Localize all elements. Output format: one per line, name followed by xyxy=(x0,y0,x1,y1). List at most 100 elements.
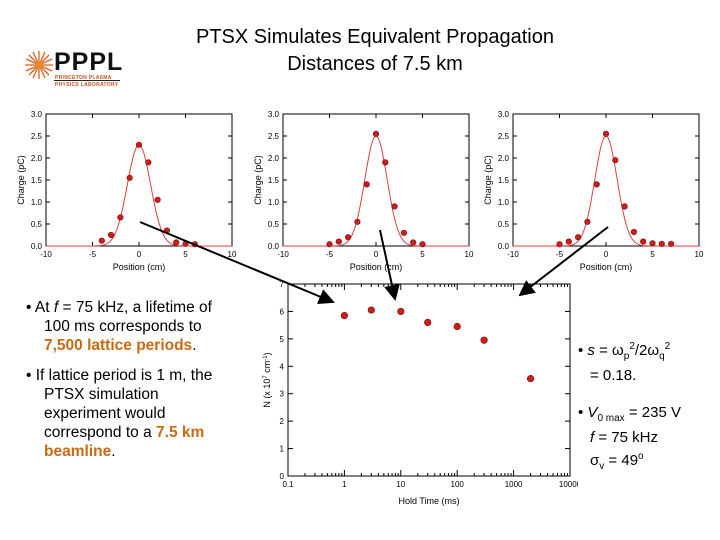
y-tick-label: 2.0 xyxy=(31,154,43,163)
y-axis-label-part: -1 xyxy=(263,355,269,361)
x-tick-label: 5 xyxy=(420,250,425,259)
y-tick-label: 3 xyxy=(280,390,285,399)
y-tick-label: 0.5 xyxy=(268,220,280,229)
y-tick-label: 3.0 xyxy=(498,110,510,119)
text-segment: 100 ms corresponds to xyxy=(44,318,202,335)
data-point xyxy=(326,241,333,248)
y-tick-label: 2 xyxy=(280,417,285,426)
y-tick-label: 1.5 xyxy=(268,176,280,185)
x-tick-label: 5 xyxy=(183,250,188,259)
text-segment: . xyxy=(111,443,116,460)
data-point xyxy=(621,203,628,210)
data-point xyxy=(154,196,161,203)
data-point xyxy=(630,228,637,236)
bullet-params: • V0 max = 235 V f = 75 kHz σv = 49o xyxy=(578,403,718,476)
y-tick-label: 3.0 xyxy=(31,110,43,119)
text-segment: = 75 kHz xyxy=(594,429,658,446)
y-tick-label: 0.5 xyxy=(31,220,43,229)
x-tick-label: -10 xyxy=(40,250,52,259)
x-tick-label: 5 xyxy=(650,250,655,259)
data-point xyxy=(668,240,675,247)
x-tick-label: -5 xyxy=(326,250,334,259)
data-point xyxy=(453,322,461,331)
text-segment: ω xyxy=(647,342,660,359)
y-tick-label: 2.5 xyxy=(31,132,43,141)
data-point xyxy=(117,214,124,221)
bullet-lattice: • If lattice period is 1 m, the PTSX sim… xyxy=(26,366,276,461)
y-axis-label: Charge (pC) xyxy=(253,155,263,205)
y-axis-label: Charge (pC) xyxy=(483,155,493,205)
x-axis-label: Position (cm) xyxy=(580,262,633,272)
logo-sub-2: PHYSICS LABORATORY xyxy=(55,82,119,88)
x-tick-label: -10 xyxy=(277,250,289,259)
text-segment: = 49 xyxy=(604,452,639,469)
y-tick-label: 2.0 xyxy=(268,154,280,163)
x-tick-label: -5 xyxy=(556,250,564,259)
data-point xyxy=(419,241,426,248)
arrow-1 xyxy=(139,221,335,305)
title-line-1: PTSX Simulates Equivalent Propagation xyxy=(196,26,554,48)
charge-profile-chart-2: 0.0 0.5 1.0 1.5 2.0 2.5 3.0 -10 -5 0 5 10 Position (… xyxy=(253,110,474,272)
left-bullets: • At f = 75 kHz, a lifetime of 100 ms co… xyxy=(26,298,276,472)
y-tick-label: 1.0 xyxy=(498,198,510,207)
y-tick-label: 3.0 xyxy=(268,110,280,119)
y-tick-label: 0 xyxy=(280,472,285,481)
x-tick-label: 0 xyxy=(604,250,609,259)
text-segment: = xyxy=(594,342,613,359)
y-axis-label: Charge (pC) xyxy=(16,155,26,205)
text-segment: = 75 kHz, a lifetime of xyxy=(58,299,212,316)
data-point xyxy=(335,238,342,245)
pppl-logo: PPPL PRINCETON PLASMA PHYSICS LABORATORY xyxy=(24,48,124,92)
plot-frame xyxy=(45,113,233,247)
data-point xyxy=(584,218,591,225)
y-axis-label-part: cm xyxy=(262,361,272,376)
data-point xyxy=(391,203,398,210)
bullet-s-value: • s = ωp2/2ωq2 = 0.18. xyxy=(578,337,718,385)
y-axis-label-part: N (x 10 xyxy=(262,379,272,408)
x-axis-label: Hold Time (ms) xyxy=(398,496,459,506)
plot-frame xyxy=(287,283,571,477)
data-point xyxy=(367,306,375,314)
y-tick-label: 0.0 xyxy=(268,242,280,251)
logo-word: PPPL xyxy=(54,48,124,76)
x-tick-label: 0 xyxy=(374,250,379,259)
hold-time-chart: 0 1 2 3 4 5 6 7 0.1 1 10 100 1000 10000 Hold Time (ms)… xyxy=(262,280,578,506)
data-point xyxy=(340,311,348,320)
data-point xyxy=(574,234,582,241)
data-point xyxy=(526,375,535,383)
text-segment: p xyxy=(623,351,630,362)
y-tick-label: 6 xyxy=(280,307,285,316)
data-point xyxy=(173,239,180,246)
data-point xyxy=(98,237,105,244)
text-segment: • At xyxy=(26,299,54,316)
y-tick-label: 1.0 xyxy=(268,198,280,207)
y-tick-label: 2.0 xyxy=(498,154,510,163)
x-axis-label: Position (cm) xyxy=(113,262,166,272)
highlight-distance: 7.5 km xyxy=(156,424,205,441)
y-tick-label: 2.5 xyxy=(498,132,510,141)
bullet-lifetime: • At f = 75 kHz, a lifetime of 100 ms co… xyxy=(26,298,276,355)
y-tick-label: 0.0 xyxy=(31,242,43,251)
data-point xyxy=(400,229,407,236)
text-segment: ω xyxy=(612,342,624,359)
text-segment: /2 xyxy=(634,342,648,359)
y-tick-label: 7 xyxy=(280,280,285,289)
data-point xyxy=(372,130,380,137)
arrow-3 xyxy=(518,226,609,297)
x-tick-label: 10 xyxy=(228,250,237,259)
text-segment: = 0.18. xyxy=(590,367,637,384)
page-title: PTSX Simulates Equivalent Propagation Di… xyxy=(110,24,640,78)
x-axis-label: Position (cm) xyxy=(350,262,403,272)
text-segment: = 235 V xyxy=(624,404,681,421)
charge-profile-chart-1: 0.0 0.5 1.0 1.5 2.0 2.5 3.0 -10 -5 0 5 10 Position (… xyxy=(16,110,237,272)
data-point xyxy=(107,231,115,239)
x-tick-label: 0 xyxy=(137,250,142,259)
data-point xyxy=(424,318,432,327)
text-segment: f xyxy=(590,429,595,446)
data-point xyxy=(126,174,133,181)
text-segment: • xyxy=(578,342,588,359)
arrow-2 xyxy=(379,229,400,301)
y-tick-label: 1.5 xyxy=(31,176,43,185)
x-tick-label: 0.1 xyxy=(282,480,294,489)
x-tick-label: 10000 xyxy=(559,480,578,489)
